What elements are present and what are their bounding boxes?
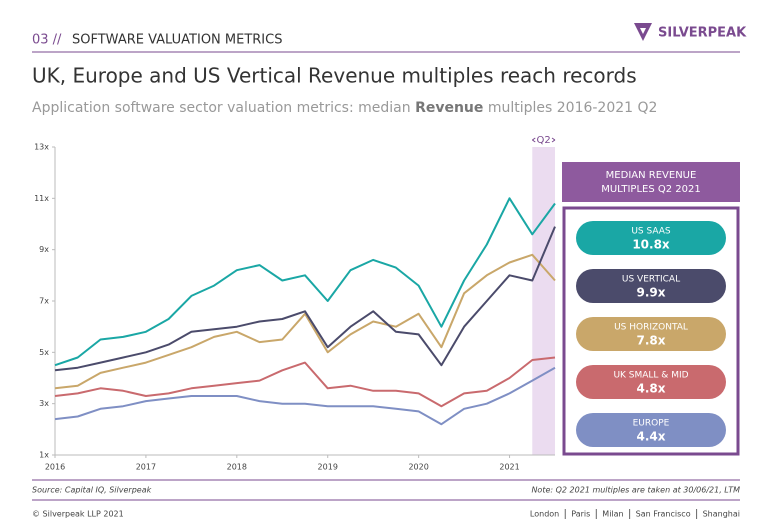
x-tick-label: 2017 (136, 463, 156, 472)
highlight-label: Q2 (537, 135, 551, 146)
y-tick-label: 13x (34, 143, 49, 152)
highlight-arrow (531, 137, 556, 143)
panel-title: MULTIPLES Q2 2021 (601, 184, 701, 195)
panel-title: MEDIAN REVENUE (606, 170, 697, 181)
legend-label: UK SMALL & MID (613, 371, 688, 381)
legend-label: US HORIZONTAL (614, 323, 688, 333)
city: Paris (571, 510, 590, 519)
legend-label: US SAAS (631, 227, 671, 237)
y-tick-label: 9x (39, 245, 49, 254)
legend-pill (576, 269, 726, 303)
city: Shanghai (703, 510, 740, 519)
legend-label: EUROPE (633, 419, 670, 429)
series-line (54, 356, 556, 408)
city: London (530, 510, 559, 519)
series-line (54, 197, 556, 367)
note: Note: Q2 2021 multiples are taken at 30/… (531, 486, 740, 495)
logo-text: SILVERPEAK (658, 26, 747, 41)
value-label: 9.9x (637, 286, 666, 300)
x-tick-label: 2016 (45, 463, 65, 472)
value-label: 4.4x (637, 430, 666, 444)
legend-label: US VERTICAL (622, 275, 680, 285)
series-line (54, 226, 556, 372)
logo-icon (634, 23, 652, 41)
subtitle-bold: Revenue (415, 100, 483, 116)
panel-frame (562, 206, 740, 456)
copyright: © Silverpeak LLP 2021 (32, 510, 124, 519)
series-line (54, 253, 556, 390)
legend-pill (576, 221, 726, 255)
subtitle-part: Application software sector valuation me… (32, 100, 415, 116)
section-title: SOFTWARE VALUATION METRICS (72, 33, 282, 48)
city: San Francisco (636, 510, 691, 519)
x-tick-label: 2021 (499, 463, 519, 472)
value-label: 7.8x (637, 334, 666, 348)
y-tick-label: 11x (34, 194, 49, 203)
panel-header (562, 162, 740, 202)
x-tick-label: 2020 (408, 463, 428, 472)
legend-pill (576, 365, 726, 399)
section-number: 03 // (32, 33, 62, 48)
city: Milan (602, 510, 623, 519)
series-line (54, 366, 556, 426)
chart-title: UK, Europe and US Vertical Revenue multi… (32, 64, 637, 88)
subtitle-part: multiples 2016-2021 Q2 (483, 100, 657, 116)
x-tick-label: 2019 (318, 463, 338, 472)
x-tick-label: 2018 (227, 463, 247, 472)
source: Source: Capital IQ, Silverpeak (32, 486, 152, 495)
legend-pill (576, 413, 726, 447)
value-label: 10.8x (632, 238, 670, 252)
legend-pill (576, 317, 726, 351)
y-tick-label: 3x (39, 399, 49, 408)
y-tick-label: 7x (39, 297, 49, 306)
highlight-band (532, 147, 555, 455)
chart-subtitle: Application software sector valuation me… (32, 100, 657, 116)
y-tick-label: 1x (39, 451, 49, 460)
value-label: 4.8x (637, 382, 666, 396)
y-tick-label: 5x (39, 348, 49, 357)
